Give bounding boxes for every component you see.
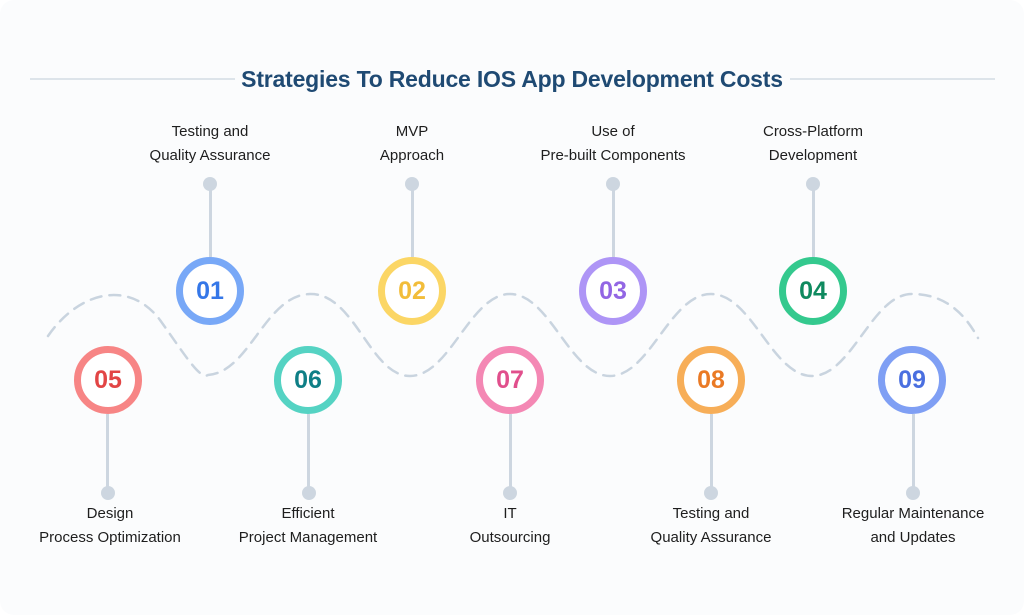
item-label: Testing and Quality Assurance [611,502,811,550]
label-line-2: and Updates [870,529,956,546]
connector-dot [405,177,419,191]
connector-stem [612,185,615,257]
number-badge: 07 [476,346,544,414]
label-line-1: MVP [395,123,429,140]
label-line-1: Regular Maintenance [841,505,985,522]
number-badge: 04 [779,257,847,325]
label-line-1: IT [503,505,517,522]
item-label: Use of Pre-built Components [513,120,713,168]
number-badge: 02 [378,257,446,325]
connector-dot [806,177,820,191]
item-label: Cross-Platform Development [713,120,913,168]
label-line-1: Use of [591,123,635,140]
title-divider-right [790,78,995,80]
connector-stem [209,185,212,257]
label-line-1: Cross-Platform [762,123,863,140]
connector-dot [906,486,920,500]
label-line-1: Efficient [281,505,335,522]
number-badge: 05 [74,346,142,414]
label-line-1: Design [86,505,134,522]
number-badge: 06 [274,346,342,414]
connector-dot [302,486,316,500]
number-badge: 08 [677,346,745,414]
item-label: Efficient Project Management [208,502,408,550]
connector-dot [101,486,115,500]
title-row: Strategies To Reduce IOS App Development… [0,62,1024,96]
label-line-1: Testing and [171,123,249,140]
item-label: Regular Maintenance and Updates [813,502,1013,550]
connector-stem [509,414,512,488]
connector-dot [606,177,620,191]
label-line-2: Approach [379,147,445,164]
title-divider-left [30,78,235,80]
label-line-2: Pre-built Components [540,147,686,164]
connector-dot [203,177,217,191]
number-badge: 01 [176,257,244,325]
item-label: MVP Approach [312,120,512,168]
label-line-2: Quality Assurance [650,529,772,546]
page-title: Strategies To Reduce IOS App Development… [241,66,783,92]
label-line-2: Development [768,147,858,164]
connector-dot [704,486,718,500]
connector-stem [812,185,815,257]
item-label: IT Outsourcing [410,502,610,550]
connector-stem [912,414,915,488]
number-badge: 09 [878,346,946,414]
label-line-2: Outsourcing [469,529,551,546]
connector-dot [503,486,517,500]
connector-stem [307,414,310,488]
label-line-2: Process Optimization [39,529,181,546]
item-label: Testing and Quality Assurance [110,120,310,168]
item-label: Design Process Optimization [10,502,210,550]
connector-stem [106,414,109,488]
label-line-2: Project Management [238,529,378,546]
label-line-1: Testing and [672,505,750,522]
connector-stem [710,414,713,488]
number-badge: 03 [579,257,647,325]
label-line-2: Quality Assurance [149,147,271,164]
connector-stem [411,185,414,257]
